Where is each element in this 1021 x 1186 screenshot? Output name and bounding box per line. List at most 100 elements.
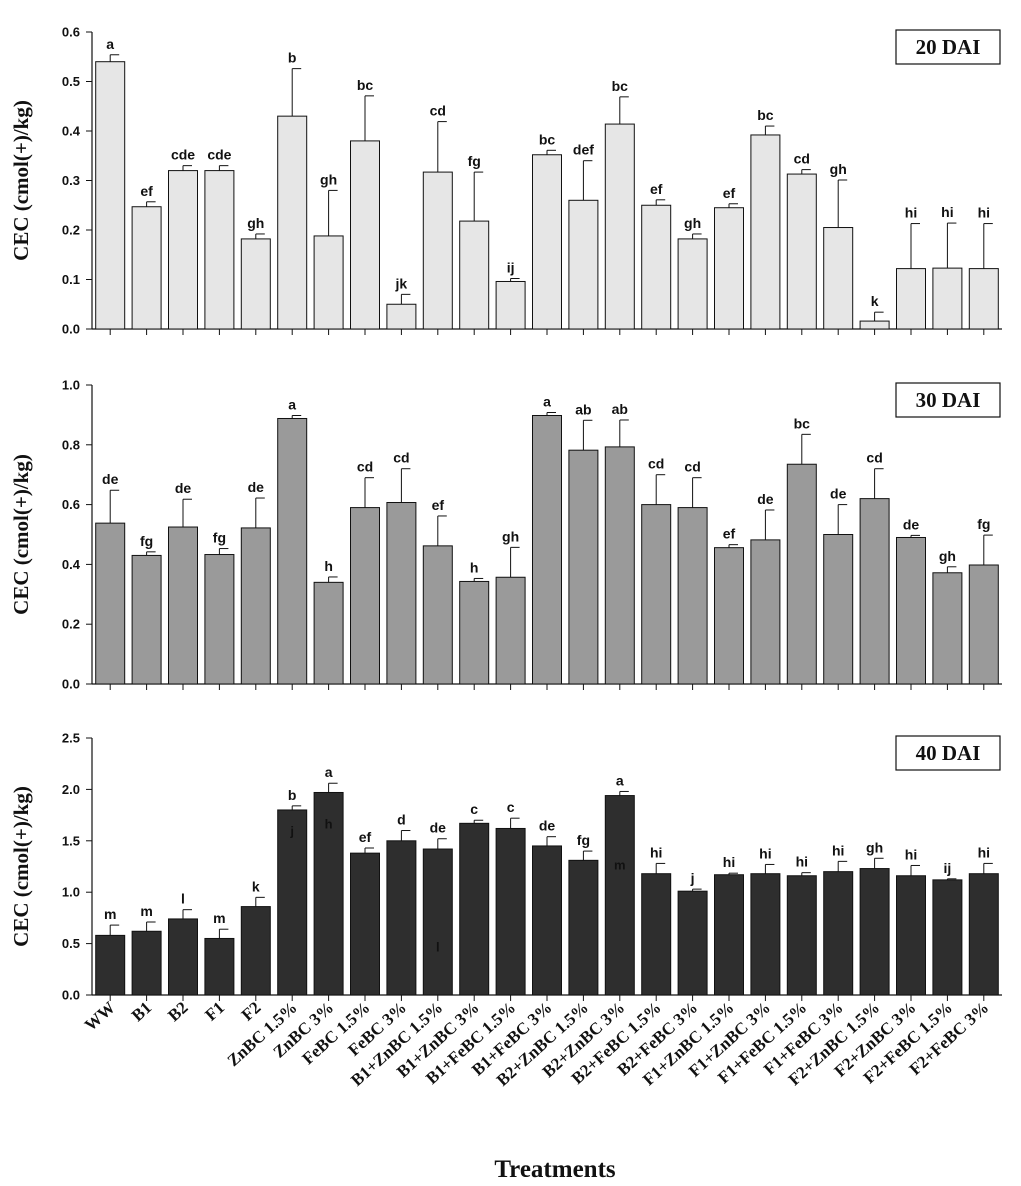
significance-letter: fg (140, 533, 153, 549)
bar-febc-3pct (386, 502, 417, 685)
significance-letter: ab (612, 401, 628, 417)
significance-letter: gh (866, 839, 883, 855)
bar-b2-plus-znbc-3pct (604, 795, 635, 996)
significance-letter: gh (320, 171, 337, 187)
bar-ww (95, 61, 126, 330)
y-tick-label: 0.5 (62, 74, 80, 89)
significance-letter: de (430, 820, 447, 836)
bar-b2-plus-znbc-3pct (604, 446, 635, 685)
bar-f1-plus-febc-3pct (823, 871, 854, 996)
significance-letter: cd (684, 459, 700, 475)
inside-bar-letter: m (614, 857, 626, 872)
bar-b1 (131, 930, 162, 996)
significance-letter: k (871, 293, 879, 309)
bar-b1-plus-febc-3pct (532, 154, 562, 330)
significance-letter: gh (502, 528, 519, 544)
panel-title: 20 DAI (916, 35, 981, 59)
significance-letter: ef (432, 497, 445, 513)
bar-b2 (168, 170, 198, 330)
significance-letter: de (539, 818, 556, 834)
significance-letter: fg (977, 516, 990, 532)
significance-letter: de (248, 479, 265, 495)
bar-f2 (240, 906, 271, 996)
y-tick-label: 2.0 (62, 782, 80, 797)
y-tick-label: 0.8 (62, 437, 80, 452)
bar-ww (95, 522, 126, 685)
significance-letter: ef (650, 181, 663, 197)
bar-b2-plus-znbc-1-5pct (568, 859, 599, 996)
significance-letter: a (616, 772, 624, 788)
x-tick-label-b2: B2 (164, 998, 191, 1025)
bar-f1-plus-febc-1-5pct (786, 463, 817, 685)
significance-letter: gh (247, 215, 264, 231)
y-tick-label: 0.0 (62, 677, 80, 692)
significance-letter: hi (941, 204, 953, 220)
significance-letter: cde (171, 147, 195, 163)
bar-znbc-3pct (313, 235, 344, 330)
significance-letter: hi (723, 854, 735, 870)
significance-letter: hi (905, 205, 917, 221)
y-tick-label: 0.1 (62, 272, 80, 287)
significance-letter: m (213, 910, 225, 926)
inside-bar-letter: l (436, 940, 440, 955)
bar-f1-plus-znbc-3pct (750, 873, 781, 996)
bar-f2 (240, 238, 271, 330)
bar-f1-plus-znbc-3pct (750, 134, 781, 330)
significance-letter: hi (978, 844, 990, 860)
bar-f2-plus-znbc-1-5pct (859, 868, 890, 996)
significance-letter: hi (978, 205, 990, 221)
y-tick-label: 1.0 (62, 885, 80, 900)
y-tick-label: 0.2 (62, 223, 80, 238)
bar-znbc-1-5pct (277, 809, 308, 996)
significance-letter: de (175, 480, 192, 496)
significance-letter: bc (794, 415, 811, 431)
bar-b1-plus-znbc-3pct (459, 220, 490, 330)
bar-b2-plus-febc-1-5pct (641, 873, 672, 996)
bar-b2 (168, 918, 198, 996)
bar-znbc-1-5pct (277, 417, 308, 685)
panel-30-dai: 0.0 0.2 0.4 0.6 0.8 1.0 CEC (cmol(+)/kg) 30 DAI… (9, 378, 1002, 692)
significance-letter: ef (723, 526, 736, 542)
significance-letter: ab (575, 401, 591, 417)
bar-f1 (204, 554, 235, 685)
significance-letter: bc (612, 78, 629, 94)
bar-b1-plus-znbc-3pct (459, 822, 490, 996)
significance-letter: k (252, 878, 260, 894)
y-tick-label: 0.0 (62, 322, 80, 337)
bar-znbc-3pct (313, 791, 344, 996)
significance-letter: a (106, 36, 114, 52)
significance-letter: ij (507, 260, 515, 276)
y-tick-label: 0.2 (62, 617, 80, 632)
bar-f1-plus-znbc-1-5pct (714, 207, 744, 330)
bar-f1-plus-znbc-1-5pct (714, 874, 744, 996)
panel-title-box (895, 29, 1001, 65)
bar-f2-plus-znbc-1-5pct (859, 498, 890, 685)
y-axis-title: CEC (cmol(+)/kg) (9, 454, 33, 615)
significance-letter: de (757, 491, 774, 507)
inside-bar-letter: h (325, 816, 333, 831)
significance-letter: gh (684, 215, 701, 231)
significance-letter: cd (393, 450, 409, 466)
bar-f1-plus-febc-3pct (823, 534, 854, 685)
significance-letter: cde (207, 147, 231, 163)
x-tick-label-b1: B1 (128, 998, 155, 1025)
inside-bar-letter: j (289, 824, 294, 839)
bar-b1-plus-febc-3pct (532, 414, 562, 685)
significance-letter: fg (213, 530, 226, 546)
y-tick-label: 1.5 (62, 833, 80, 848)
bar-febc-3pct (386, 840, 417, 996)
bar-b1 (131, 206, 162, 330)
significance-letter: b (288, 50, 297, 66)
bar-febc-1-5pct (350, 852, 380, 996)
bar-febc-1-5pct (350, 140, 380, 330)
bar-ww (95, 934, 126, 996)
bar-f2-plus-znbc-3pct (896, 536, 926, 685)
bar-f2-plus-febc-3pct (968, 873, 999, 996)
y-tick-label: 0.6 (62, 25, 80, 40)
significance-letter: h (324, 558, 333, 574)
y-tick-label: 0.6 (62, 497, 80, 512)
significance-letter: a (288, 396, 296, 412)
significance-letter: hi (650, 844, 662, 860)
bar-f2-plus-febc-1-5pct (932, 267, 963, 330)
